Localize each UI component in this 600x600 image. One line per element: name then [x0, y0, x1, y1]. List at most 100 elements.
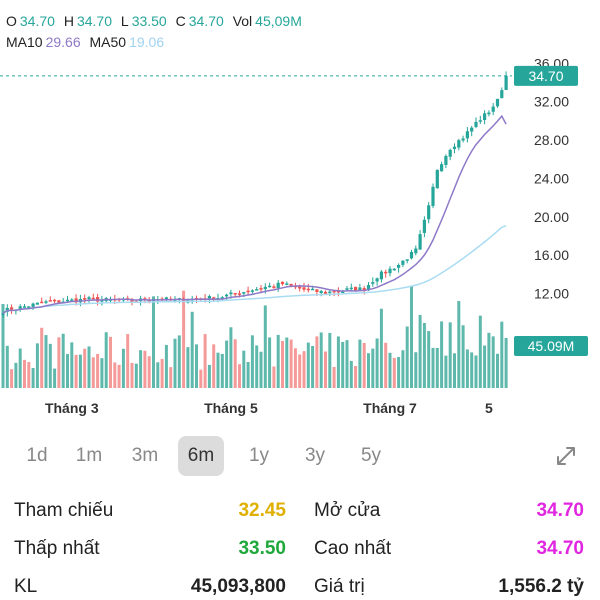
volume-bar — [57, 337, 61, 388]
candle-body — [345, 288, 349, 290]
ma50-line — [2, 225, 507, 314]
volume-bar — [379, 308, 383, 388]
volume-bar — [384, 342, 388, 388]
ref-value: 32.45 — [238, 500, 286, 521]
volume-bar — [177, 335, 181, 388]
ma10-line — [2, 114, 507, 314]
volume-bar — [18, 348, 22, 388]
expand-icon[interactable] — [554, 444, 578, 468]
kl-label: KL — [14, 576, 38, 597]
volume-bar — [500, 321, 504, 388]
volume-bar — [109, 336, 112, 388]
stat-open: Mở cửa 34.70 — [314, 498, 584, 524]
volume-bar — [27, 362, 31, 388]
volume-bar — [345, 340, 349, 388]
volume-bar — [362, 342, 366, 388]
candle-body — [298, 286, 302, 289]
candle-body — [435, 169, 439, 189]
period-tab-3m[interactable]: 3m — [131, 445, 159, 466]
low-value: 33.50 — [238, 538, 286, 559]
volume-bar — [259, 351, 263, 388]
volume-bar — [242, 350, 246, 388]
candle-body — [414, 248, 418, 254]
volume-bar — [1, 304, 5, 388]
volume-bar — [388, 352, 392, 388]
candle-body — [431, 186, 435, 206]
volume-bar — [91, 357, 95, 388]
volume-bar — [233, 339, 237, 388]
x-tick-label: 5 — [485, 400, 493, 416]
candle-body — [1, 313, 5, 316]
high-value: 34.70 — [536, 538, 584, 559]
volume-bar — [272, 366, 276, 388]
volume-bar — [195, 344, 198, 388]
volume-bar — [255, 345, 259, 388]
volume-bar — [156, 362, 160, 388]
candle-body — [268, 285, 272, 288]
volume-bar — [117, 364, 121, 388]
candle-body — [491, 106, 495, 112]
volume-bar — [341, 341, 345, 388]
candle-body — [315, 289, 319, 292]
volume-bar — [448, 322, 452, 388]
period-tab-5y[interactable]: 5y — [360, 445, 382, 466]
volume-bar — [332, 366, 336, 388]
price-tag-bg — [514, 65, 578, 86]
volume-bar — [74, 354, 78, 388]
volume-bar — [139, 350, 143, 388]
x-tick-label: Tháng 5 — [204, 400, 258, 416]
volume-bar — [491, 336, 495, 388]
volume-bar — [397, 357, 401, 388]
candle-body — [504, 75, 508, 90]
ref-label: Tham chiếu — [14, 500, 114, 521]
candle-body — [27, 306, 31, 308]
volume-bar — [5, 345, 9, 388]
period-tab-1y[interactable]: 1y — [248, 445, 270, 466]
volume-bar — [182, 290, 186, 388]
volume-bar — [66, 354, 69, 388]
volume-label: Vol — [232, 13, 253, 29]
volume-bar — [392, 357, 396, 388]
volume-bar — [190, 311, 194, 388]
volume-bar — [319, 332, 323, 388]
volume-bar — [147, 356, 151, 388]
candle-body — [22, 306, 27, 308]
volume-bar — [229, 327, 233, 388]
volume-bar — [263, 305, 267, 388]
period-tab-1d[interactable]: 1d — [26, 445, 48, 466]
period-tab-1m[interactable]: 1m — [75, 445, 103, 466]
candle-body — [285, 283, 289, 285]
candle-body — [405, 259, 409, 261]
candle-body — [495, 98, 500, 107]
ohlc-readout: O 34.70 H 34.70 L 33.50 C 34.70 Vol 45,09M — [6, 12, 307, 30]
candle-body — [354, 286, 358, 292]
volume-bar — [315, 336, 319, 388]
volume-bar — [70, 342, 74, 388]
y-tick-label: 12.00 — [534, 286, 569, 302]
x-axis: Tháng 3 Tháng 5 Tháng 7 5 — [45, 400, 493, 416]
volume-bar — [100, 358, 104, 388]
volume-bar — [203, 334, 207, 388]
period-tab-3y[interactable]: 3y — [304, 445, 326, 466]
volume-bar — [121, 348, 125, 388]
candle-body — [457, 140, 461, 148]
high-readout: 34.70 — [76, 13, 112, 29]
candle-body — [250, 290, 254, 292]
volume-bar — [474, 355, 478, 388]
candle-body — [237, 293, 242, 295]
volume-bar — [14, 362, 18, 388]
candle-body — [341, 290, 345, 293]
volume-bar — [225, 340, 229, 388]
price-tag-text: 34.70 — [528, 68, 563, 84]
candle-body — [246, 290, 250, 293]
volume-bar — [126, 334, 130, 388]
y-tick-label: 24.00 — [534, 170, 569, 186]
candle-body — [409, 251, 414, 259]
volume-bar — [134, 363, 138, 388]
period-tab-6m[interactable]: 6m — [178, 436, 224, 476]
volume-bar — [281, 340, 284, 388]
high-label: Cao nhất — [314, 538, 392, 559]
candle-body — [440, 164, 444, 172]
candle-body — [461, 138, 465, 141]
